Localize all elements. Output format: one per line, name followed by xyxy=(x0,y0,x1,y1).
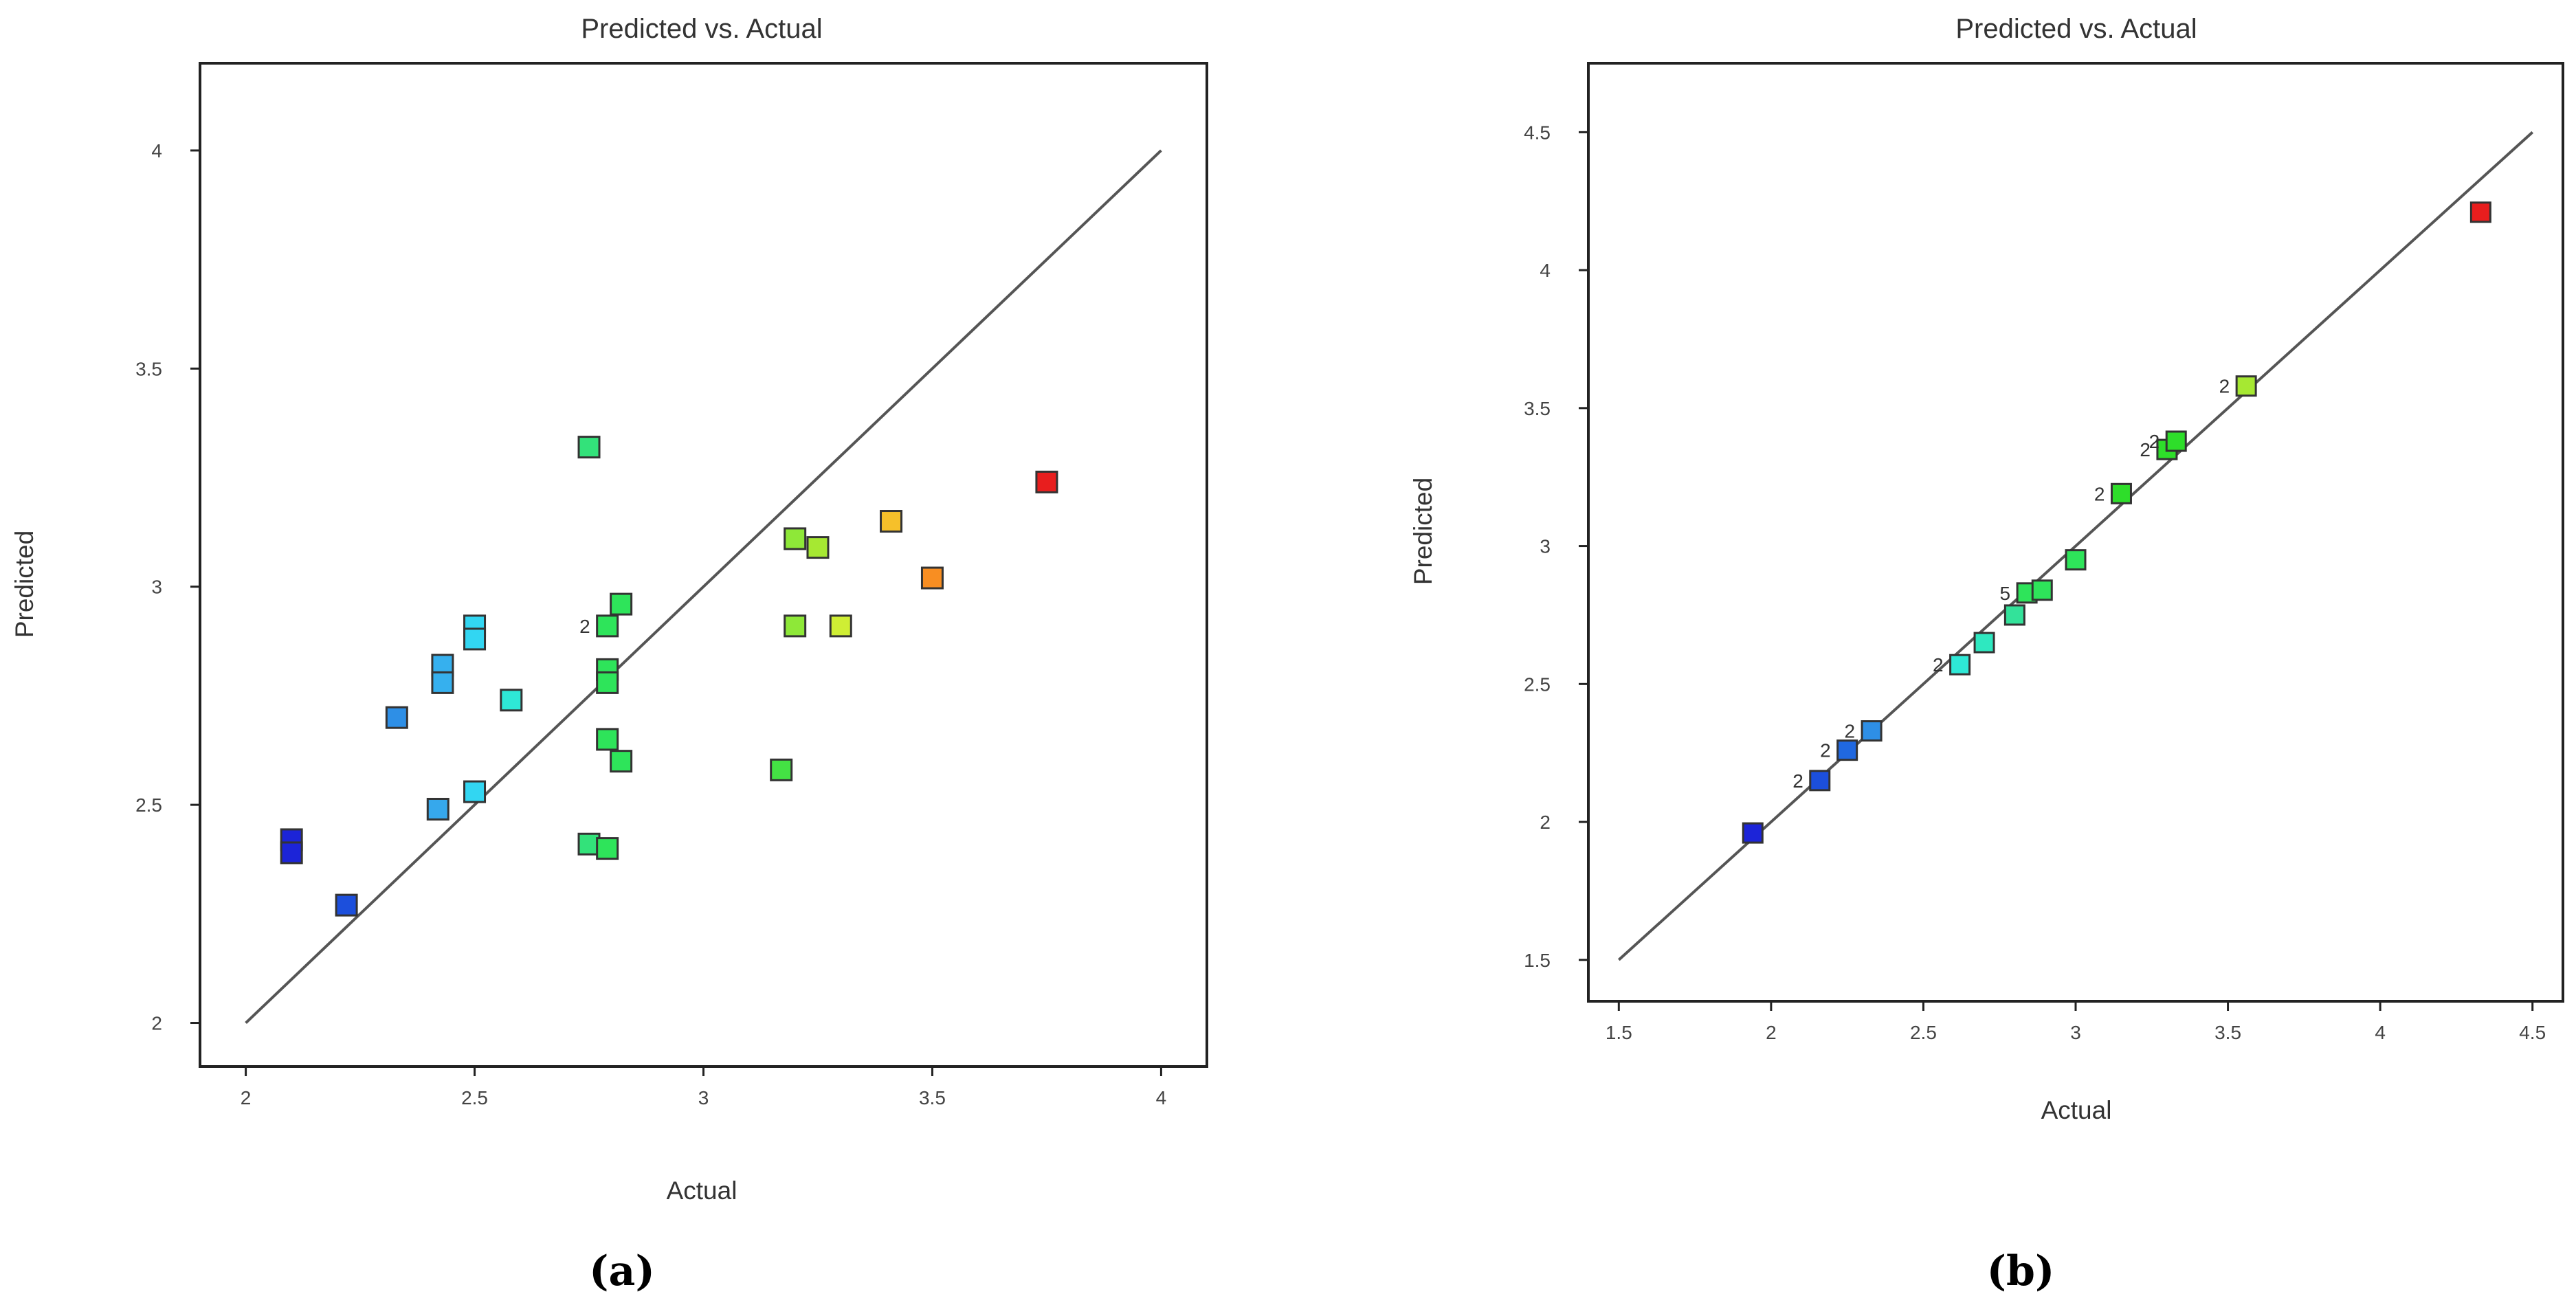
chart-b-y-tick-label: 3 xyxy=(1540,536,1551,557)
chart-a-point xyxy=(610,750,633,773)
chart-panel-a: Predicted vs. Actual 2 2.5 3 3.5 4 2 2.5 3 3.5 4… xyxy=(10,14,1208,1295)
chart-a-y-tick-label: 4 xyxy=(151,140,162,161)
chart-a-y-tick-label: 3.5 xyxy=(135,358,162,379)
chart-a-y-tick-label: 2 xyxy=(151,1013,162,1034)
chart-a-point xyxy=(335,893,358,917)
chart-a-point xyxy=(596,671,619,694)
chart-b-reference-line xyxy=(1617,131,2534,961)
chart-a-y-axis-label: Predicted xyxy=(10,531,38,638)
chart-b-x-axis: 1.5 2 2.5 3 3.5 4 4.5 xyxy=(1606,1001,2546,1043)
chart-b-y-tick-label: 3.5 xyxy=(1524,398,1551,419)
chart-b-point xyxy=(2065,549,2087,571)
chart-b-x-tick-label: 2.5 xyxy=(1910,1022,1937,1043)
chart-b-x-tick-label: 3.5 xyxy=(2214,1022,2241,1043)
chart-b-x-tick-label: 4 xyxy=(2375,1022,2386,1043)
chart-a-x-axis: 2 2.5 3 3.5 4 xyxy=(241,1067,1166,1108)
chart-b-point xyxy=(2110,482,2132,504)
chart-a-point xyxy=(463,780,487,803)
chart-b-point xyxy=(1973,632,1995,654)
chart-a-y-axis: 2 2.5 3 3.5 4 xyxy=(135,140,200,1034)
chart-a-x-tick-label: 2 xyxy=(241,1087,252,1108)
chart-a-point xyxy=(500,689,523,712)
chart-b-plot-frame xyxy=(1587,62,2564,1003)
chart-a-point xyxy=(426,797,449,821)
chart-a-point-count-label: 2 xyxy=(579,616,590,637)
chart-b-point xyxy=(1742,822,1764,844)
chart-b-y-tick-label: 4.5 xyxy=(1524,122,1551,143)
chart-a-point xyxy=(1035,470,1058,493)
panel-a-caption: (a) xyxy=(589,1247,655,1295)
panel-b-caption: (b) xyxy=(1987,1247,2055,1295)
chart-b-y-tick-label: 2 xyxy=(1540,812,1551,833)
chart-a-point xyxy=(431,671,454,694)
chart-b-point-count-label: 2 xyxy=(1792,770,1803,792)
chart-a-point xyxy=(784,614,807,638)
chart-a-points: 2 xyxy=(280,436,1058,917)
chart-b-point-count-label: 2 xyxy=(2149,431,2160,452)
chart-b-x-tick-label: 4.5 xyxy=(2519,1022,2546,1043)
chart-b-point xyxy=(1809,770,1831,792)
chart-b-point xyxy=(1861,720,1883,742)
chart-b-point xyxy=(2469,201,2491,223)
chart-a-y-tick-label: 3 xyxy=(151,577,162,598)
chart-b-point-count-label: 5 xyxy=(2000,583,2011,604)
chart-a-point xyxy=(280,841,303,865)
chart-a-point xyxy=(829,614,852,638)
chart-a-point xyxy=(385,706,408,729)
chart-a-point xyxy=(596,837,619,860)
chart-b-point-count-label: 2 xyxy=(2140,439,2151,460)
chart-panel-b: Predicted vs. Actual 1.5 2 2.5 3 3.5 4 4.5 1.5… xyxy=(1409,14,2564,1295)
chart-b-x-tick-label: 3 xyxy=(2070,1022,2081,1043)
chart-a-x-tick-label: 2.5 xyxy=(461,1087,488,1108)
chart-b-point xyxy=(2235,375,2257,397)
chart-a-point xyxy=(610,592,633,616)
chart-b-x-tick-label: 1.5 xyxy=(1606,1022,1632,1043)
chart-b-y-tick-label: 4 xyxy=(1540,260,1551,281)
chart-a-point xyxy=(596,614,619,638)
chart-a-y-tick-label: 2.5 xyxy=(135,794,162,816)
chart-a-title: Predicted vs. Actual xyxy=(581,14,822,44)
chart-b-y-tick-label: 2.5 xyxy=(1524,673,1551,695)
chart-a-x-tick-label: 3.5 xyxy=(919,1087,946,1108)
chart-b-point-count-label: 2 xyxy=(1933,654,1944,676)
chart-a-point xyxy=(463,627,487,651)
chart-a-point xyxy=(577,436,601,459)
chart-b-point xyxy=(2031,579,2053,601)
chart-b-y-tick-label: 1.5 xyxy=(1524,950,1551,971)
chart-a-point xyxy=(770,758,793,781)
chart-b-y-axis: 1.5 2 2.5 3 3.5 4 4.5 xyxy=(1524,122,1588,971)
chart-a-point xyxy=(880,510,903,533)
chart-a-point xyxy=(806,536,830,559)
chart-a-point xyxy=(577,832,601,856)
chart-b-point-count-label: 2 xyxy=(1820,740,1831,761)
chart-b-point xyxy=(1949,654,1971,676)
chart-b-y-axis-label: Predicted xyxy=(1409,478,1437,585)
chart-b-point-count-label: 2 xyxy=(1845,721,1856,742)
chart-a-x-tick-label: 3 xyxy=(698,1087,709,1108)
chart-b-title: Predicted vs. Actual xyxy=(1955,14,2197,44)
chart-a-reference-line xyxy=(245,149,1162,1024)
chart-b-point xyxy=(2003,604,2025,626)
chart-b-point xyxy=(2165,430,2187,452)
chart-a-point xyxy=(596,728,619,751)
chart-a-x-tick-label: 4 xyxy=(1156,1087,1167,1108)
chart-b-point-count-label: 2 xyxy=(2094,483,2105,504)
chart-b-point xyxy=(1836,739,1858,761)
chart-a-point xyxy=(784,527,807,550)
chart-b-x-tick-label: 2 xyxy=(1766,1022,1777,1043)
chart-a-point xyxy=(920,566,944,590)
chart-b-point-count-label: 2 xyxy=(2219,376,2230,397)
chart-a-x-axis-label: Actual xyxy=(667,1176,737,1205)
chart-b-x-axis-label: Actual xyxy=(2041,1096,2112,1124)
